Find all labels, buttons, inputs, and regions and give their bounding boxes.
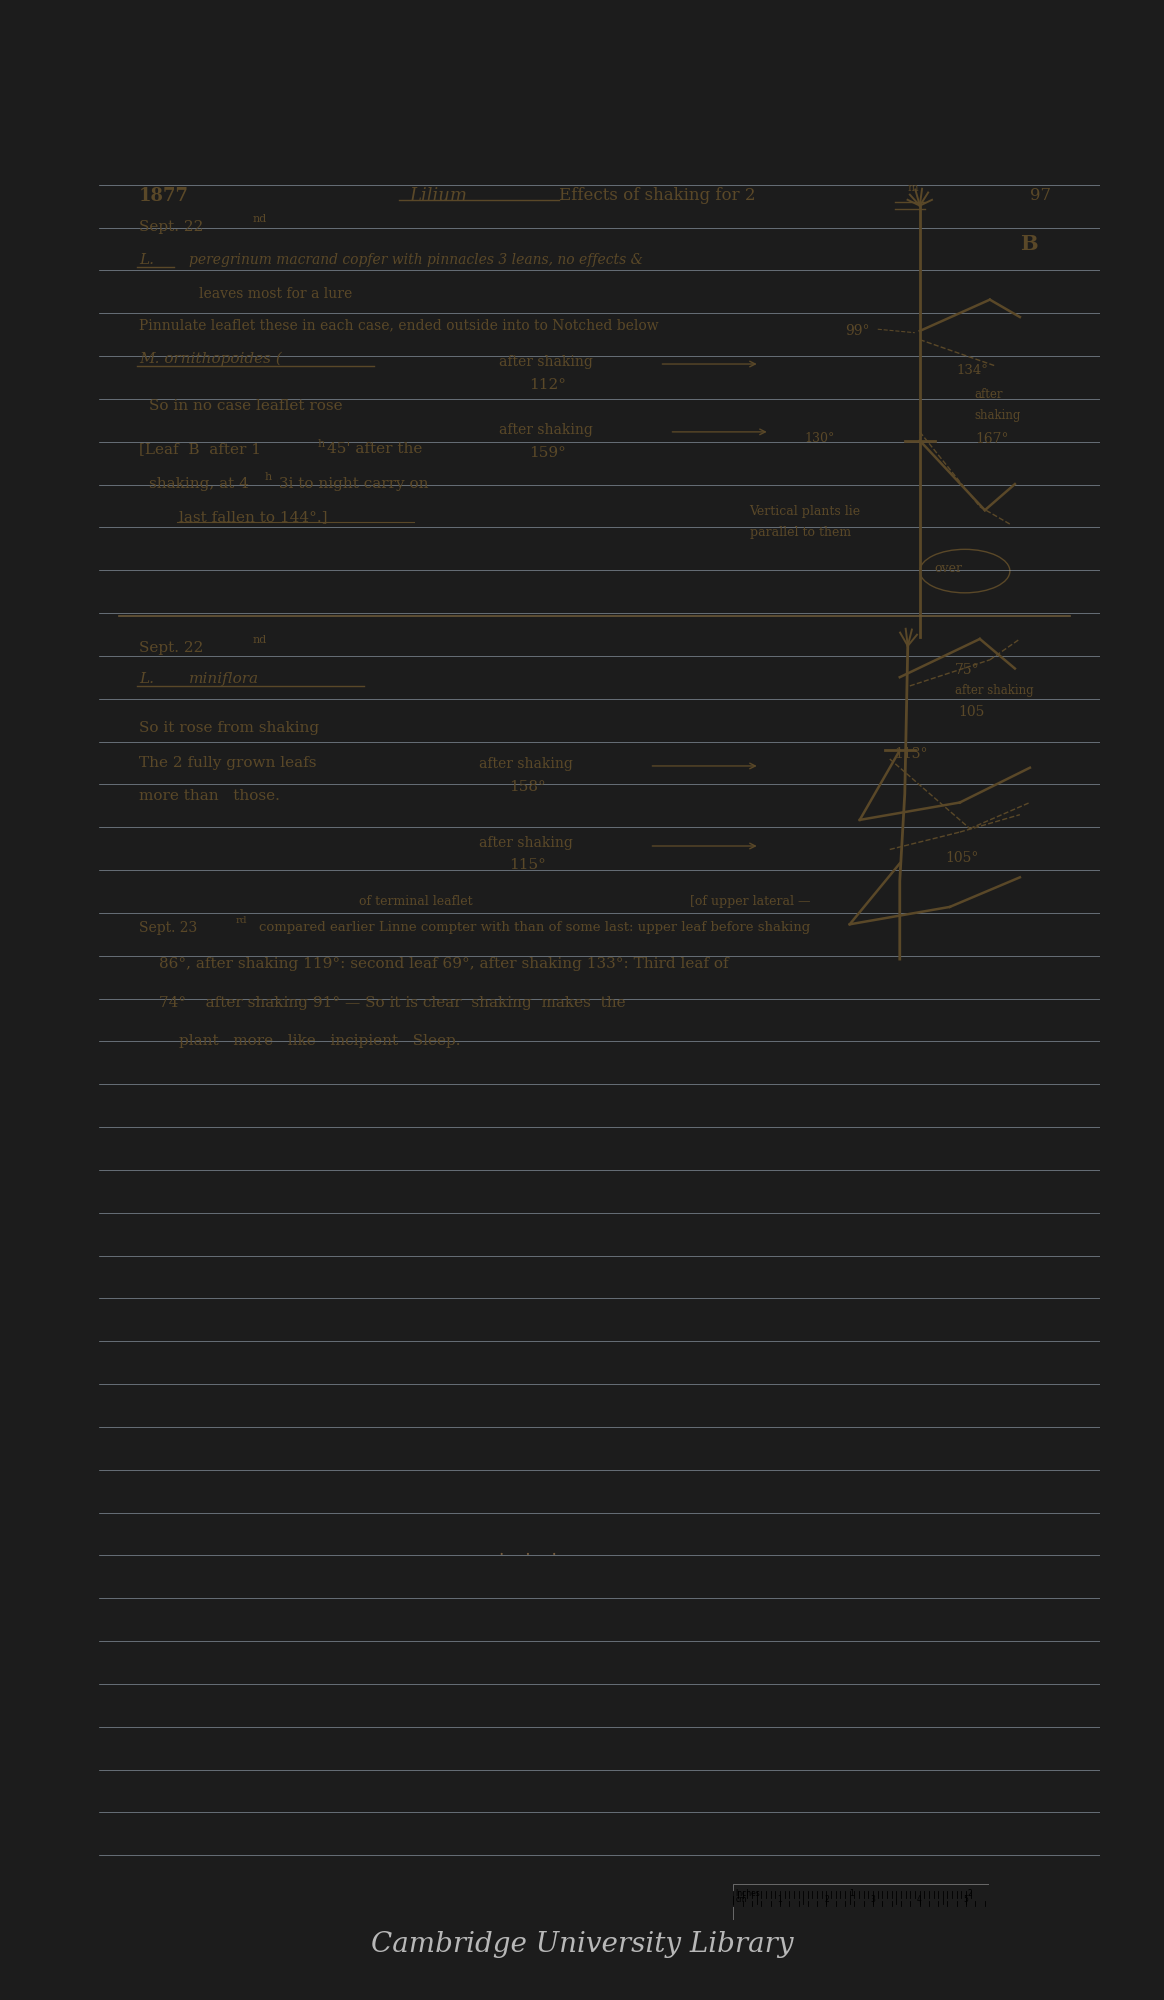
Text: So it rose from shaking: So it rose from shaking: [139, 720, 319, 734]
Text: 105: 105: [958, 706, 985, 720]
Text: 3: 3: [871, 1894, 875, 1904]
Text: Inches: Inches: [736, 1888, 760, 1898]
Text: after shaking: after shaking: [954, 684, 1034, 698]
Text: after: after: [975, 388, 1003, 402]
Text: Sept. 23: Sept. 23: [139, 920, 197, 934]
Text: 130°: 130°: [804, 432, 835, 444]
Text: Sept. 22: Sept. 22: [139, 220, 204, 234]
Text: shaking: shaking: [975, 410, 1021, 422]
Text: shaking, at 4: shaking, at 4: [149, 478, 249, 492]
Text: of terminal leaflet: of terminal leaflet: [360, 894, 473, 908]
Text: after shaking: after shaking: [499, 424, 594, 438]
Text: 105°: 105°: [945, 852, 978, 866]
Text: 75°: 75°: [954, 664, 979, 678]
Text: 86°, after shaking 119°: second leaf 69°, after shaking 133°: Third leaf of: 86°, after shaking 119°: second leaf 69°…: [159, 958, 729, 972]
Text: parallel to them: parallel to them: [750, 526, 851, 538]
Text: h: h: [317, 438, 325, 448]
Text: Cambridge University Library: Cambridge University Library: [371, 1932, 793, 1958]
Text: rd: rd: [236, 916, 248, 924]
Text: compared earlier Linne compter with than of some last: upper leaf before shaking: compared earlier Linne compter with than…: [260, 920, 810, 934]
Text: Pinnulate leaflet these in each case, ended outside into to Notched below: Pinnulate leaflet these in each case, en…: [139, 318, 659, 332]
Text: after shaking: after shaking: [499, 356, 594, 370]
Text: 74°    after shaking 91° — So it is clear  shaking  makes  the: 74° after shaking 91° — So it is clear s…: [159, 996, 625, 1010]
Text: [Leaf  B  after 1: [Leaf B after 1: [139, 442, 261, 456]
Text: more than   those.: more than those.: [139, 788, 279, 802]
Text: 99°: 99°: [845, 324, 870, 338]
Text: peregrinum macrand copfer with pinnacles 3 leans, no effects &: peregrinum macrand copfer with pinnacles…: [189, 252, 643, 266]
Text: last fallen to 144°.]: last fallen to 144°.]: [179, 510, 327, 524]
Text: 5: 5: [964, 1894, 968, 1904]
Text: The 2 fully grown leafs: The 2 fully grown leafs: [139, 756, 317, 770]
Text: 167°: 167°: [975, 432, 1008, 446]
Text: miniflora: miniflora: [189, 672, 260, 686]
Text: 3i to night carry on: 3i to night carry on: [275, 478, 428, 492]
Text: Effects of shaking for 2: Effects of shaking for 2: [560, 186, 755, 204]
Text: B: B: [1020, 234, 1037, 254]
Text: leaves most for a lure: leaves most for a lure: [199, 288, 353, 302]
Text: L.: L.: [139, 252, 154, 266]
Text: after shaking: after shaking: [480, 758, 573, 772]
Text: Lilium: Lilium: [410, 186, 467, 204]
Text: Vertical plants lie: Vertical plants lie: [750, 504, 860, 518]
Text: Sept. 22: Sept. 22: [139, 640, 204, 654]
Text: 112°: 112°: [530, 378, 567, 392]
Text: M. ornithopoides (: M. ornithopoides (: [139, 352, 282, 366]
Text: over: over: [935, 562, 963, 576]
Text: 115°: 115°: [510, 858, 546, 872]
Text: h: h: [264, 472, 271, 482]
Text: cm: cm: [736, 1894, 747, 1904]
Text: 45' after the: 45' after the: [327, 442, 423, 456]
Text: 159°: 159°: [530, 446, 566, 460]
Text: So in no case leaflet rose: So in no case leaflet rose: [149, 398, 342, 412]
Text: 4: 4: [917, 1894, 922, 1904]
Text: 1877: 1877: [139, 186, 189, 204]
Text: 1: 1: [850, 1888, 854, 1898]
Text: 2: 2: [824, 1894, 829, 1904]
Text: 113°: 113°: [895, 746, 928, 760]
Text: 2: 2: [967, 1888, 972, 1898]
Text: 134°: 134°: [957, 364, 988, 378]
Text: after shaking: after shaking: [480, 836, 573, 850]
Text: plant   more   like   incipient   Sleep.: plant more like incipient Sleep.: [179, 1034, 461, 1048]
Text: .    .    .: . . .: [499, 1542, 558, 1560]
Text: 1: 1: [778, 1894, 782, 1904]
Text: 97: 97: [1030, 186, 1051, 204]
Text: L.: L.: [139, 672, 154, 686]
Text: m: m: [908, 184, 918, 194]
Text: [of upper lateral —: [of upper lateral —: [689, 894, 810, 908]
Text: 158°: 158°: [510, 780, 546, 794]
Text: nd: nd: [253, 214, 267, 224]
Text: nd: nd: [253, 636, 267, 646]
